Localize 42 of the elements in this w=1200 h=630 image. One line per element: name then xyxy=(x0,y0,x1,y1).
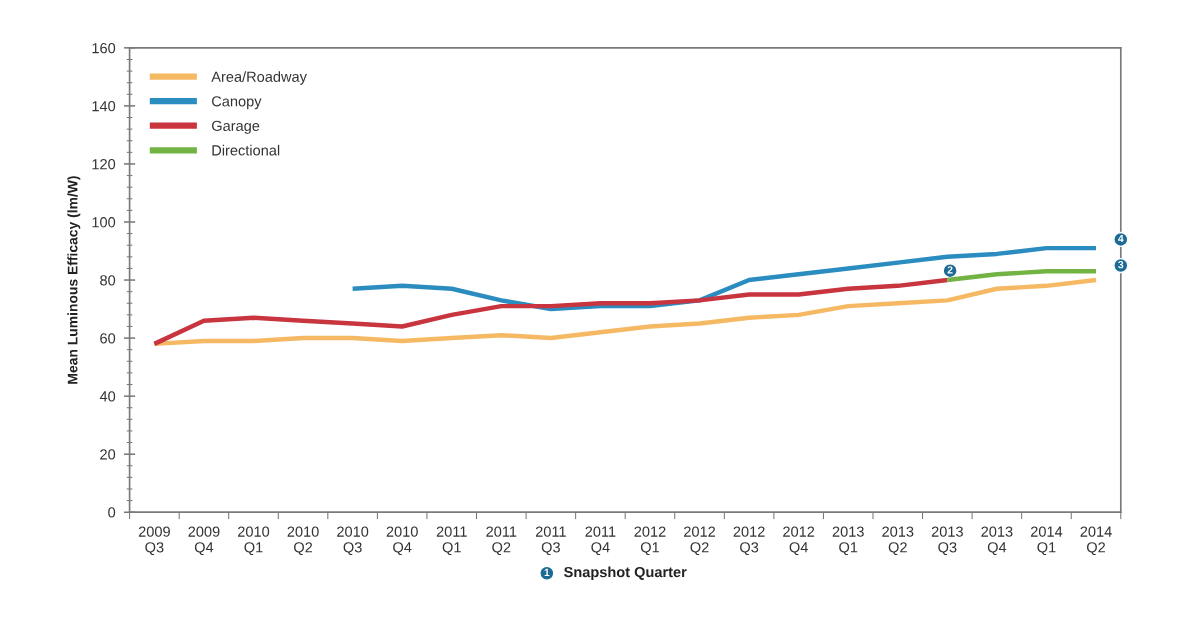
x-tick-label: 2010 Q4 xyxy=(386,526,418,556)
line-series xyxy=(350,245,1099,312)
x-tick-label: 2014 Q2 xyxy=(1080,526,1112,556)
x-tick-label: 2013 Q4 xyxy=(981,526,1013,556)
x-tick-label: 2012 Q1 xyxy=(634,526,666,556)
legend-label: Garage xyxy=(212,120,260,134)
y-tick-label: 60 xyxy=(100,333,116,344)
y-tick-label: 20 xyxy=(100,449,116,460)
x-tick-label: 2011 Q2 xyxy=(486,526,517,556)
x-tick-label: 2013 Q2 xyxy=(882,526,914,556)
x-tick-label: 2013 Q1 xyxy=(832,526,864,556)
legend-label: Canopy xyxy=(212,96,262,110)
x-tick-label: 2010 Q2 xyxy=(287,526,319,556)
y-tick-label: 0 xyxy=(108,507,116,518)
y-tick-label: 40 xyxy=(99,391,116,402)
x-tick-label: 2011 Q3 xyxy=(535,526,566,556)
x-tick-label: 2009 Q4 xyxy=(188,526,220,556)
x-tick-label: 2009 Q3 xyxy=(138,526,170,556)
x-tick-label: 2011 Q4 xyxy=(585,526,616,556)
x-tick-label: 2012 Q3 xyxy=(733,526,765,556)
x-tick-label: 2010 Q3 xyxy=(337,526,369,556)
annotation: 3 xyxy=(1118,260,1124,269)
y-tick-label: 140 xyxy=(92,101,116,112)
y-tick-label: 160 xyxy=(92,42,116,54)
y-tick-label: 120 xyxy=(92,159,116,170)
y-tick-label: 100 xyxy=(92,217,116,228)
x-axis-title: Snapshot Quarter xyxy=(564,566,687,581)
text: 1 xyxy=(544,568,550,576)
x-tick-label: 2012 Q4 xyxy=(783,526,815,556)
legend-label: Area/Roadway xyxy=(211,71,307,85)
x-tick-label: 2010 Q1 xyxy=(238,526,270,556)
x-tick-label: 2012 Q2 xyxy=(684,526,716,556)
annotation: 4 xyxy=(1118,234,1124,243)
line-series xyxy=(152,277,950,347)
x-tick-label: 2011 Q1 xyxy=(436,526,467,556)
y-tick-label: 80 xyxy=(100,275,116,286)
annotation: 2 xyxy=(947,266,953,274)
x-tick-label: 2013 Q3 xyxy=(931,526,963,556)
x-tick-label: 2014 Q1 xyxy=(1030,526,1063,556)
line-series xyxy=(152,277,1099,347)
legend-label: Directional xyxy=(212,144,280,156)
y-axis-title: Mean Luminous Efficacy (lm/W) xyxy=(67,176,81,384)
